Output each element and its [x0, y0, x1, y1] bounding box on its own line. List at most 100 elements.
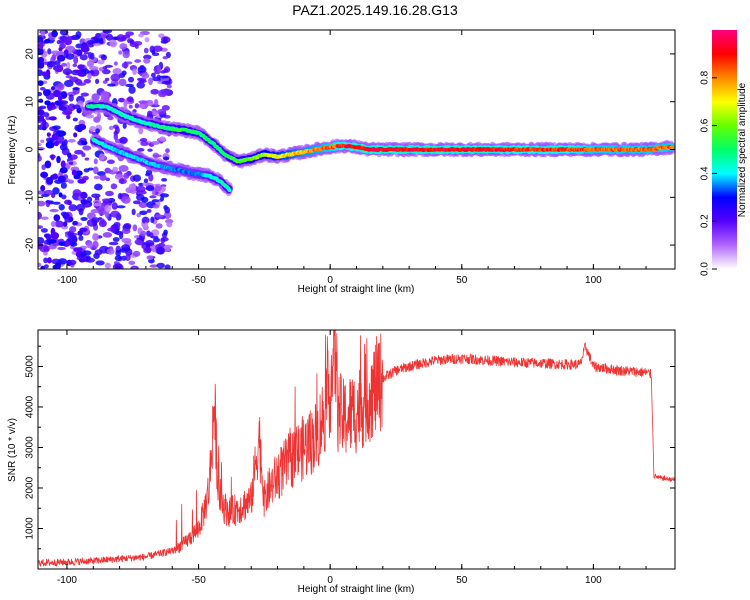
spectrogram-speckle: [160, 40, 168, 44]
spectrogram-y-tick-label: 10: [25, 96, 36, 108]
spectrogram-speckle: [128, 183, 137, 190]
spectrogram-speckle: [86, 242, 93, 249]
spectrogram-speckle: [139, 138, 148, 142]
spectrogram-speckle: [50, 220, 57, 227]
spectrogram-speckle: [80, 191, 88, 199]
spectrogram-speckle: [73, 69, 82, 74]
spectrogram-x-tick-label: 100: [585, 275, 602, 286]
spectrogram-speckle: [114, 173, 124, 180]
spectrogram-speckle: [109, 39, 118, 48]
spectrogram-speckle: [82, 145, 92, 151]
spectrogram-speckle: [44, 160, 52, 169]
spectrogram-speckle: [56, 155, 61, 164]
spectrogram-speckle: [148, 77, 153, 86]
spectrogram-speckle: [76, 125, 83, 133]
spectrogram-speckle: [80, 44, 89, 53]
spectrogram-speckle: [38, 242, 43, 250]
spectrogram-x-axis-label: Height of straight line (km): [298, 284, 415, 295]
spectrogram-speckle: [53, 89, 61, 98]
colorbar-tick-label: 0.0: [700, 262, 711, 276]
spectrogram-speckle: [102, 66, 108, 70]
spectrogram-speckle: [123, 99, 128, 108]
spectrogram-speckle: [38, 109, 45, 116]
spectrogram-speckle: [156, 262, 165, 269]
spectrogram-speckle: [132, 68, 137, 75]
snr-y-tick-label: 4000: [25, 395, 36, 418]
spectrogram-speckle: [65, 61, 71, 70]
spectrogram-speckle: [149, 264, 158, 268]
spectrogram-speckle: [112, 68, 122, 75]
spectrogram-speckle: [72, 63, 78, 68]
spectrogram-speckle: [66, 114, 71, 120]
spectrogram-speckle: [163, 156, 170, 161]
spectrogram-speckle: [38, 262, 42, 268]
spectrogram-speckle: [150, 216, 155, 224]
spectrogram-speckle: [156, 64, 162, 73]
spectrogram-speckle: [42, 112, 50, 118]
spectrogram-speckle: [143, 57, 151, 64]
spectrogram-speckle: [99, 245, 109, 254]
spectrogram-speckle: [62, 212, 70, 220]
spectrogram-speckle: [146, 255, 154, 261]
spectrogram-speckle: [138, 100, 148, 104]
spectrogram-speckle: [127, 76, 135, 83]
spectrogram-speckle: [93, 175, 100, 180]
spectrogram-speckle: [52, 125, 61, 130]
spectrogram-speckle: [104, 210, 110, 219]
spectrogram-speckle: [50, 154, 55, 161]
snr-series-line: [38, 330, 675, 568]
spectrogram-speckle: [166, 84, 172, 89]
spectrogram-speckle: [121, 228, 131, 235]
spectrogram-speckle: [136, 81, 145, 89]
spectrogram-speckle: [77, 72, 87, 77]
spectrogram-speckle: [92, 233, 100, 241]
spectrogram-speckle: [140, 230, 147, 237]
spectrogram-speckle: [40, 171, 49, 178]
spectrogram-speckle: [54, 64, 64, 73]
spectrogram-speckle: [38, 62, 45, 69]
spectrogram-speckle: [132, 266, 137, 269]
spectrogram-speckle: [108, 125, 114, 131]
spectrogram-lower-branch-core: [227, 188, 232, 193]
spectrogram-speckle: [50, 50, 61, 55]
spectrogram-x-tick-label: -100: [57, 275, 77, 286]
spectrogram-speckle: [58, 104, 64, 111]
spectrogram-speckle: [72, 189, 82, 197]
spectrogram-speckle: [38, 142, 42, 147]
spectrogram-speckle: [42, 119, 47, 127]
spectrogram-speckle: [154, 185, 162, 192]
spectrogram-speckle: [82, 175, 89, 181]
spectrogram-speckle: [89, 66, 99, 71]
spectrogram-speckle: [122, 50, 130, 59]
spectrogram-speckle: [123, 172, 130, 179]
snr-y-tick-label: 3000: [25, 436, 36, 459]
spectrogram-speckle: [72, 117, 78, 122]
spectrogram-speckle: [43, 38, 51, 44]
spectrogram-speckle: [54, 220, 65, 228]
spectrogram-speckle: [161, 185, 166, 192]
spectrogram-speckle: [40, 185, 46, 192]
spectrogram-speckle: [38, 41, 44, 50]
spectrogram-speckle: [40, 265, 46, 269]
spectrogram-speckle: [52, 187, 60, 195]
spectrogram-speckle: [93, 202, 101, 207]
spectrogram-speckle: [117, 192, 123, 200]
spectrogram-speckle: [54, 100, 64, 106]
spectrogram-speckle: [83, 168, 90, 173]
spectrogram-speckle: [93, 158, 98, 165]
spectrogram-speckle: [38, 80, 44, 86]
spectrogram-y-tick-label: 0: [25, 146, 36, 152]
spectrogram-speckle: [70, 154, 78, 160]
spectrogram-speckle: [105, 33, 114, 41]
spectrogram-speckle: [138, 104, 146, 109]
spectrogram-speckle: [151, 199, 160, 203]
spectrogram-speckle: [141, 196, 149, 203]
spectrogram-speckle: [56, 54, 66, 62]
spectrogram-speckle: [132, 200, 141, 205]
spectrogram-speckle: [86, 60, 95, 68]
spectrogram-speckle: [51, 30, 58, 38]
spectrogram-speckle: [115, 249, 121, 257]
spectrogram-speckle: [104, 262, 111, 269]
spectrogram-speckle: [145, 185, 155, 192]
